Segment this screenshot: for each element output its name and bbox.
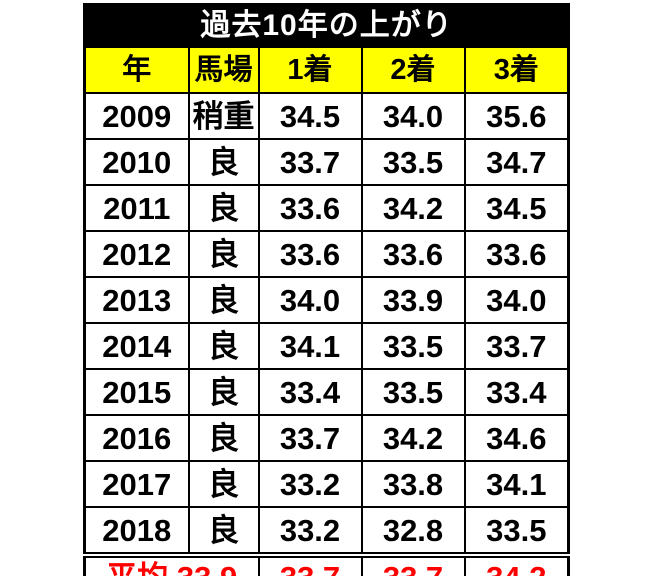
second-cell: 34.2 (360, 184, 466, 232)
track-cell: 良 (187, 460, 260, 508)
table-row: 2010 良 33.7 33.5 34.7 (83, 138, 571, 186)
table-row: 2012 良 33.6 33.6 33.6 (83, 230, 571, 278)
first-cell: 33.2 (257, 506, 363, 556)
table-row: 2018 良 33.2 32.8 33.5 (83, 506, 571, 556)
year-cell: 2014 (83, 322, 190, 370)
average-first-cell: 33.7 (257, 552, 363, 576)
second-cell: 33.5 (360, 368, 466, 416)
table-row: 2014 良 34.1 33.5 33.7 (83, 322, 571, 370)
second-cell: 34.0 (360, 92, 466, 140)
third-cell: 34.6 (463, 414, 571, 462)
first-cell: 33.4 (257, 368, 363, 416)
track-cell: 良 (187, 230, 260, 278)
second-cell: 32.8 (360, 506, 466, 556)
third-cell: 34.7 (463, 138, 571, 186)
track-cell: 良 (187, 276, 260, 324)
year-cell: 2009 (83, 92, 190, 140)
first-cell: 34.1 (257, 322, 363, 370)
third-cell: 33.7 (463, 322, 571, 370)
table-row: 2011 良 33.6 34.2 34.5 (83, 184, 571, 232)
year-cell: 2013 (83, 276, 190, 324)
second-cell: 33.8 (360, 460, 466, 508)
first-cell: 34.0 (257, 276, 363, 324)
third-cell: 34.5 (463, 184, 571, 232)
first-cell: 33.6 (257, 184, 363, 232)
year-cell: 2012 (83, 230, 190, 278)
year-cell: 2015 (83, 368, 190, 416)
year-cell: 2018 (83, 506, 190, 556)
first-cell: 33.2 (257, 460, 363, 508)
third-cell: 35.6 (463, 92, 571, 140)
second-cell: 33.6 (360, 230, 466, 278)
first-cell: 33.7 (257, 138, 363, 186)
average-second-cell: 33.7 (360, 552, 466, 576)
table-row: 2016 良 33.7 34.2 34.6 (83, 414, 571, 462)
track-cell: 良 (187, 368, 260, 416)
third-cell: 34.1 (463, 460, 571, 508)
third-cell: 33.4 (463, 368, 571, 416)
average-row: 平均 33.9 33.7 33.7 34.2 (83, 552, 571, 576)
year-cell: 2011 (83, 184, 190, 232)
track-cell: 稍重 (187, 92, 260, 140)
first-cell: 33.6 (257, 230, 363, 278)
column-header-year: 年 (83, 46, 190, 94)
table-row: 2013 良 34.0 33.9 34.0 (83, 276, 571, 324)
second-cell: 33.5 (360, 322, 466, 370)
table-row: 2017 良 33.2 33.8 34.1 (83, 460, 571, 508)
second-cell: 33.5 (360, 138, 466, 186)
closing-times-table: 過去10年の上がり 年 馬場 1着 2着 3着 2009 稍重 34.5 34.… (82, 3, 571, 576)
column-header-second: 2着 (360, 46, 466, 94)
table-row: 2015 良 33.4 33.5 33.4 (83, 368, 571, 416)
year-cell: 2010 (83, 138, 190, 186)
year-cell: 2017 (83, 460, 190, 508)
third-cell: 34.0 (463, 276, 571, 324)
column-header-third: 3着 (463, 46, 571, 94)
column-header-track: 馬場 (187, 46, 260, 94)
year-cell: 2016 (83, 414, 190, 462)
track-cell: 良 (187, 414, 260, 462)
average-third-cell: 34.2 (463, 552, 571, 576)
track-cell: 良 (187, 506, 260, 556)
third-cell: 33.5 (463, 506, 571, 556)
third-cell: 33.6 (463, 230, 571, 278)
average-label-cell: 平均 33.9 (83, 552, 260, 576)
first-cell: 34.5 (257, 92, 363, 140)
track-cell: 良 (187, 138, 260, 186)
track-cell: 良 (187, 184, 260, 232)
second-cell: 34.2 (360, 414, 466, 462)
table-row: 2009 稍重 34.5 34.0 35.6 (83, 92, 571, 140)
page-title: 過去10年の上がり (82, 3, 571, 48)
table-title-row: 過去10年の上がり (82, 3, 571, 48)
column-header-first: 1着 (257, 46, 363, 94)
second-cell: 33.9 (360, 276, 466, 324)
first-cell: 33.7 (257, 414, 363, 462)
track-cell: 良 (187, 322, 260, 370)
table-header-row: 年 馬場 1着 2着 3着 (83, 46, 571, 94)
